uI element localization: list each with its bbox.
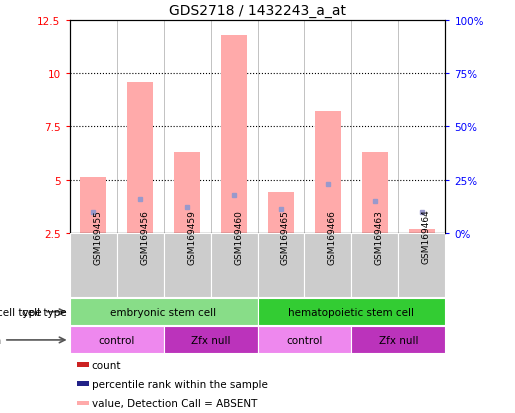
Bar xyxy=(258,299,445,325)
Title: GDS2718 / 1432243_a_at: GDS2718 / 1432243_a_at xyxy=(169,4,346,18)
Text: value, Detection Call = ABSENT: value, Detection Call = ABSENT xyxy=(92,398,257,408)
Bar xyxy=(77,382,90,386)
Bar xyxy=(211,233,258,297)
Text: Zfx null: Zfx null xyxy=(379,335,418,345)
Bar xyxy=(70,233,116,297)
Text: cell type: cell type xyxy=(0,307,41,317)
Bar xyxy=(352,327,445,354)
Bar xyxy=(80,178,106,233)
Text: GSM169460: GSM169460 xyxy=(234,209,243,264)
Bar xyxy=(164,233,211,297)
Text: hematopoietic stem cell: hematopoietic stem cell xyxy=(288,307,415,317)
Text: percentile rank within the sample: percentile rank within the sample xyxy=(92,379,268,389)
Bar xyxy=(174,152,200,233)
Text: GSM169456: GSM169456 xyxy=(140,209,149,264)
Text: GSM169463: GSM169463 xyxy=(375,209,384,264)
Bar xyxy=(164,327,258,354)
Bar xyxy=(315,112,341,233)
Bar xyxy=(409,229,435,233)
Bar xyxy=(70,327,164,354)
Bar xyxy=(127,82,153,233)
Text: count: count xyxy=(92,360,121,370)
Text: GSM169464: GSM169464 xyxy=(422,209,431,264)
Bar xyxy=(116,233,164,297)
Bar xyxy=(258,233,304,297)
Bar xyxy=(399,233,445,297)
Text: control: control xyxy=(286,335,323,345)
Bar xyxy=(77,363,90,367)
Bar xyxy=(221,36,247,233)
Bar xyxy=(258,327,351,354)
Bar xyxy=(70,299,258,325)
Text: GSM169466: GSM169466 xyxy=(328,209,337,264)
Text: GSM169455: GSM169455 xyxy=(93,209,102,264)
Text: genotype/variation: genotype/variation xyxy=(0,335,1,345)
Text: embryonic stem cell: embryonic stem cell xyxy=(110,307,217,317)
Text: Zfx null: Zfx null xyxy=(191,335,230,345)
Bar xyxy=(352,233,399,297)
Text: GSM169459: GSM169459 xyxy=(187,209,196,264)
Bar xyxy=(268,193,294,233)
Bar xyxy=(304,233,352,297)
Bar xyxy=(362,152,388,233)
Text: GSM169465: GSM169465 xyxy=(281,209,290,264)
Bar xyxy=(77,401,90,405)
Text: cell type: cell type xyxy=(22,307,67,317)
Text: control: control xyxy=(98,335,135,345)
